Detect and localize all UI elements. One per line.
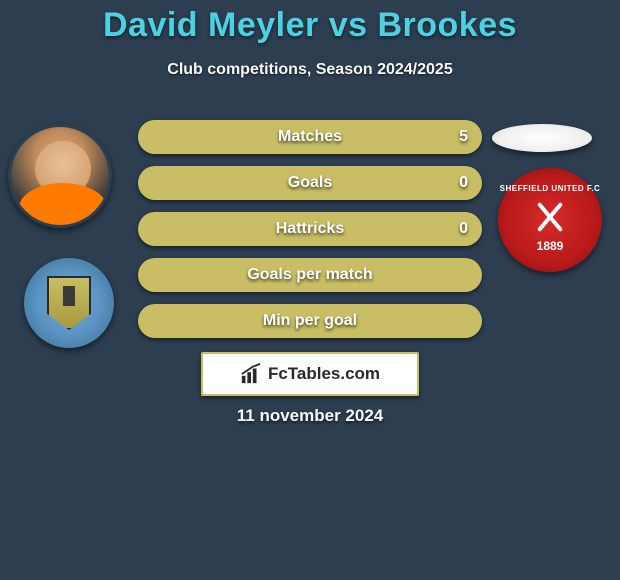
player-right-avatar	[492, 124, 592, 152]
stat-value-right: 0	[459, 212, 468, 246]
stat-label: Goals per match	[138, 258, 482, 292]
stat-label: Matches	[138, 120, 482, 154]
stat-row-matches: Matches 5	[138, 120, 482, 154]
stat-label: Hattricks	[138, 212, 482, 246]
page-title: David Meyler vs Brookes	[0, 0, 620, 45]
stat-label: Min per goal	[138, 304, 482, 338]
stat-value-right: 5	[459, 120, 468, 154]
club-right-badge: SHEFFIELD UNITED F.C 1889	[498, 168, 602, 272]
stats-bars: Matches 5 Goals 0 Hattricks 0 Goals per …	[138, 120, 482, 350]
subtitle: Club competitions, Season 2024/2025	[0, 61, 620, 79]
club-left-shield-icon	[47, 276, 91, 330]
stat-row-goals-per-match: Goals per match	[138, 258, 482, 292]
club-right-year: 1889	[537, 239, 564, 253]
chart-icon	[240, 363, 262, 385]
stat-row-min-per-goal: Min per goal	[138, 304, 482, 338]
swords-icon	[530, 197, 570, 237]
player-left-avatar	[8, 124, 112, 228]
branding-box[interactable]: FcTables.com	[201, 352, 419, 396]
stat-value-right: 0	[459, 166, 468, 200]
stat-row-goals: Goals 0	[138, 166, 482, 200]
club-left-badge	[24, 258, 114, 348]
club-right-name: SHEFFIELD UNITED F.C	[500, 184, 601, 193]
stat-label: Goals	[138, 166, 482, 200]
branding-text: FcTables.com	[268, 364, 380, 384]
stat-row-hattricks: Hattricks 0	[138, 212, 482, 246]
date-text: 11 november 2024	[0, 406, 620, 426]
